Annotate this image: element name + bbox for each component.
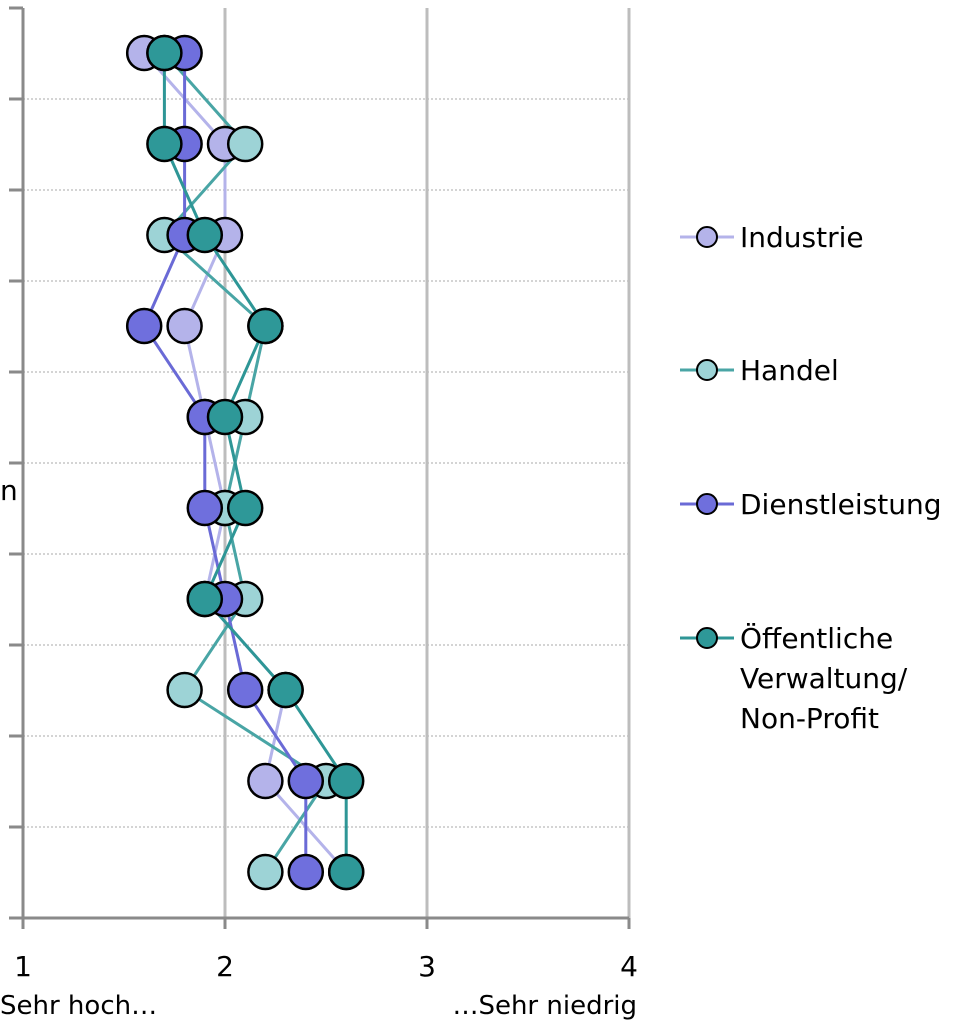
series-3-point	[327, 762, 365, 800]
legend-label: Non-Profit	[740, 702, 879, 735]
series-3-point	[186, 216, 224, 254]
x-caption-right: …Sehr niedrig	[452, 991, 637, 1021]
series-2-point	[186, 489, 224, 527]
series-3-point	[327, 853, 365, 891]
x-tick-label: 1	[14, 950, 32, 983]
x-caption-left: Sehr hoch…	[0, 991, 157, 1021]
series-3-point	[146, 34, 183, 72]
legend-marker	[696, 493, 718, 515]
legend-label: Handel	[740, 354, 839, 387]
series-1-point	[166, 671, 203, 709]
axes	[9, 6, 631, 929]
legend: Industrie Handel Dienstleistung Öffentliche…	[680, 221, 942, 735]
legend-label: Industrie	[740, 221, 864, 254]
series-3-point	[186, 580, 224, 618]
legend-label: Dienstleistung	[740, 488, 942, 521]
series-3-point	[206, 398, 244, 436]
series-line-3	[162, 53, 348, 872]
category-label-truncated: n	[0, 474, 18, 507]
series-3-point	[226, 489, 264, 527]
series-1-point	[247, 853, 284, 891]
series-3-point	[267, 671, 304, 709]
series-2-point	[287, 853, 325, 891]
series-layer	[125, 34, 365, 891]
x-tick-label: 3	[418, 950, 436, 983]
series-2-point	[125, 307, 163, 345]
x-tick-label: 4	[620, 950, 638, 983]
axis-labels: Sehr hoch… …Sehr niedrig n 1 2 3 4	[0, 474, 638, 1021]
x-tick-label: 2	[216, 950, 234, 983]
series-3-point	[247, 307, 284, 345]
series-2-point	[226, 671, 264, 709]
series-0-point	[247, 762, 284, 800]
legend-marker	[696, 359, 718, 381]
series-0-point	[166, 307, 203, 345]
legend-marker	[696, 627, 718, 649]
legend-label: Öffentliche	[740, 621, 893, 655]
series-2-point	[287, 762, 325, 800]
series-1-point	[226, 125, 264, 163]
series-3-point	[146, 125, 183, 163]
legend-marker	[696, 226, 718, 248]
legend-label: Verwaltung/	[740, 662, 908, 695]
